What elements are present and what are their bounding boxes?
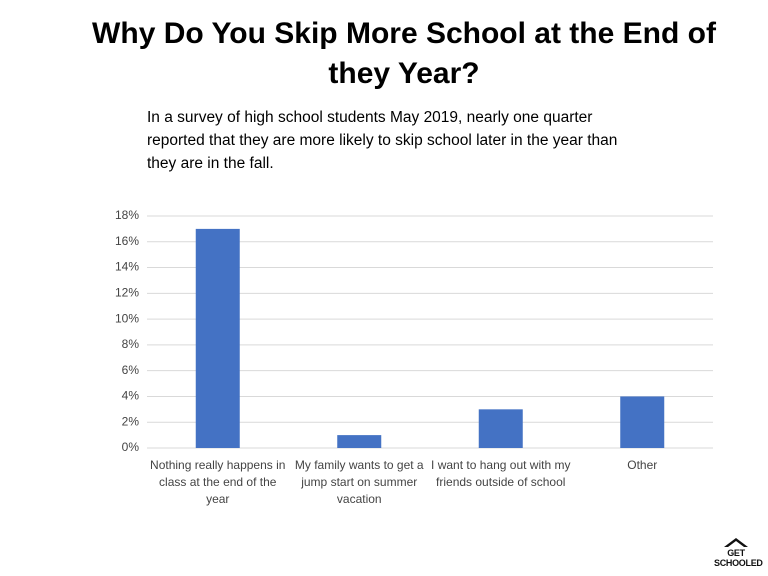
bar — [195, 228, 240, 448]
y-tick-label: 18% — [115, 208, 139, 222]
y-tick-label: 16% — [115, 234, 139, 248]
y-tick-label: 14% — [115, 260, 139, 274]
chart-subtitle: In a survey of high school students May … — [147, 109, 618, 172]
y-tick-label: 4% — [122, 389, 140, 403]
bar — [620, 396, 665, 448]
x-tick-label: My family wants to get a jump start on s… — [294, 458, 424, 506]
x-tick-label: Other — [627, 458, 658, 472]
x-tick-label: I want to hang out with my friends outsi… — [431, 458, 571, 489]
chart-title: Why Do You Skip More School at the End o… — [92, 17, 716, 90]
bar — [478, 409, 523, 448]
y-tick-label: 12% — [115, 286, 139, 300]
y-tick-label: 8% — [122, 337, 140, 351]
y-tick-label: 2% — [122, 414, 140, 428]
y-tick-label: 0% — [122, 440, 140, 454]
y-tick-label: 6% — [122, 363, 140, 377]
y-tick-label: 10% — [115, 311, 139, 325]
logo: GET SCHOOLED — [714, 536, 763, 568]
x-tick-label: Nothing really happens in class at the e… — [150, 458, 286, 506]
logo-icon — [724, 538, 748, 547]
bar — [337, 435, 382, 448]
logo-text: GET SCHOOLED — [714, 548, 763, 568]
